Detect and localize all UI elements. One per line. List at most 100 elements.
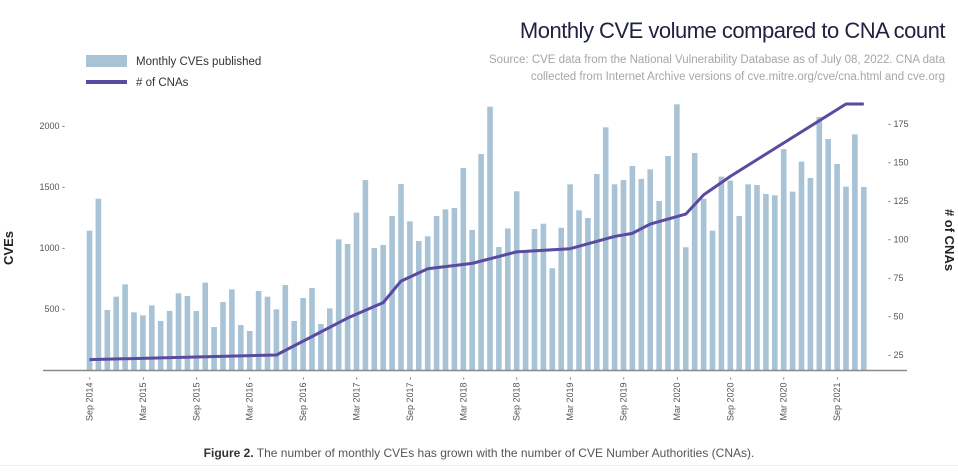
cna-line xyxy=(89,102,864,362)
bar xyxy=(140,315,146,370)
bar xyxy=(238,324,244,370)
bar xyxy=(282,284,289,370)
bar xyxy=(416,241,422,370)
y-right-tick-label: - 125 xyxy=(888,196,909,206)
bar xyxy=(513,191,520,370)
bar xyxy=(246,330,253,370)
legend-label-cnas: # of CNAs xyxy=(136,77,189,89)
bar-series xyxy=(86,104,867,370)
bar xyxy=(344,243,351,370)
bar xyxy=(691,152,698,370)
bar xyxy=(229,289,235,370)
bar xyxy=(264,296,271,370)
bar xyxy=(674,104,680,370)
bar xyxy=(665,156,671,370)
y-right-tick-label: - 50 xyxy=(888,312,904,322)
bar xyxy=(576,210,582,370)
y-axis-left-title: CVEs xyxy=(1,231,16,265)
bar xyxy=(709,230,716,370)
y-right-tick-label: - 100 xyxy=(888,235,909,245)
y-axis-right-title: # of CNAs xyxy=(942,209,957,271)
bar xyxy=(700,198,707,370)
bar xyxy=(353,212,360,370)
bar xyxy=(736,216,742,370)
bar xyxy=(371,248,378,370)
bar xyxy=(531,228,538,370)
legend-label-cves: Monthly CVEs published xyxy=(136,56,261,68)
bar xyxy=(567,184,573,370)
bar xyxy=(683,247,689,370)
bar xyxy=(558,227,564,370)
bar xyxy=(157,320,164,370)
bar xyxy=(86,230,93,370)
y-axis-left: 500 - 1000 - 1500 - 2000 - xyxy=(39,121,65,314)
bar xyxy=(861,187,867,370)
x-tick-label: Sep 2019 - xyxy=(619,377,629,421)
bar xyxy=(220,302,226,370)
bar xyxy=(113,296,119,370)
bar xyxy=(549,268,556,370)
bar xyxy=(522,250,529,370)
line-series xyxy=(89,102,864,362)
y-axis-right: - 25 - 50 - 75 - 100 - 125 - 150 - 175 xyxy=(888,119,909,360)
bar xyxy=(816,116,823,370)
bar xyxy=(149,305,155,370)
bar xyxy=(638,178,645,370)
y-right-tick-label: - 75 xyxy=(888,273,904,283)
bar xyxy=(131,312,137,370)
bar xyxy=(825,139,831,370)
bar xyxy=(398,183,404,370)
bar xyxy=(594,173,600,370)
bar xyxy=(460,167,467,370)
figure-caption-text: The number of monthly CVEs has grown wit… xyxy=(253,446,755,460)
bar xyxy=(798,161,805,370)
bar xyxy=(104,309,111,370)
bar xyxy=(780,149,787,370)
x-tick-label: Mar 2015 - xyxy=(138,377,148,421)
figure-label: Figure 2. xyxy=(203,446,254,460)
bar xyxy=(433,216,440,370)
bar xyxy=(122,284,128,370)
bar xyxy=(487,106,493,370)
caption-divider xyxy=(0,465,958,466)
bar xyxy=(300,298,306,370)
bar xyxy=(273,309,280,370)
bar xyxy=(611,184,618,370)
bar xyxy=(184,295,191,370)
y-right-tick-label: - 175 xyxy=(888,119,909,129)
x-tick-label: Sep 2017 - xyxy=(405,377,415,421)
bar xyxy=(763,193,769,370)
x-tick-label: Mar 2020 - xyxy=(779,377,789,421)
x-tick-label: Sep 2018 - xyxy=(512,377,522,421)
bar xyxy=(424,236,431,370)
bar xyxy=(656,201,662,370)
y-left-tick-label: 1500 - xyxy=(39,182,65,192)
legend: Monthly CVEs published # of CNAs xyxy=(86,55,261,89)
chart-title: Monthly CVE volume compared to CNA count xyxy=(520,18,945,43)
bar xyxy=(843,186,849,370)
x-tick-label: Sep 2015 - xyxy=(191,377,201,421)
bar xyxy=(166,310,173,370)
bar xyxy=(362,180,369,370)
y-right-tick-label: - 150 xyxy=(888,158,909,168)
bar xyxy=(380,244,386,370)
bar xyxy=(211,327,217,370)
bar xyxy=(745,184,751,370)
legend-swatch-bar xyxy=(86,55,127,67)
bar xyxy=(727,180,734,370)
chart-subtitle-line-1: Source: CVE data from the National Vulne… xyxy=(489,54,946,66)
x-tick-label: Sep 2021 - xyxy=(832,377,842,421)
bar xyxy=(335,239,342,370)
x-tick-label: Mar 2016 - xyxy=(245,377,255,421)
bar xyxy=(193,310,200,370)
bar xyxy=(505,228,511,370)
bar xyxy=(327,308,333,370)
y-left-tick-label: 1000 - xyxy=(39,243,65,253)
bar xyxy=(807,177,814,370)
chart: Monthly CVE volume compared to CNA count… xyxy=(1,18,957,421)
bar xyxy=(647,169,653,370)
y-left-tick-label: 2000 - xyxy=(39,121,65,131)
figure-caption: Figure 2. The number of monthly CVEs has… xyxy=(0,446,958,460)
y-right-tick-label: - 25 xyxy=(888,350,904,360)
bar xyxy=(442,209,449,370)
